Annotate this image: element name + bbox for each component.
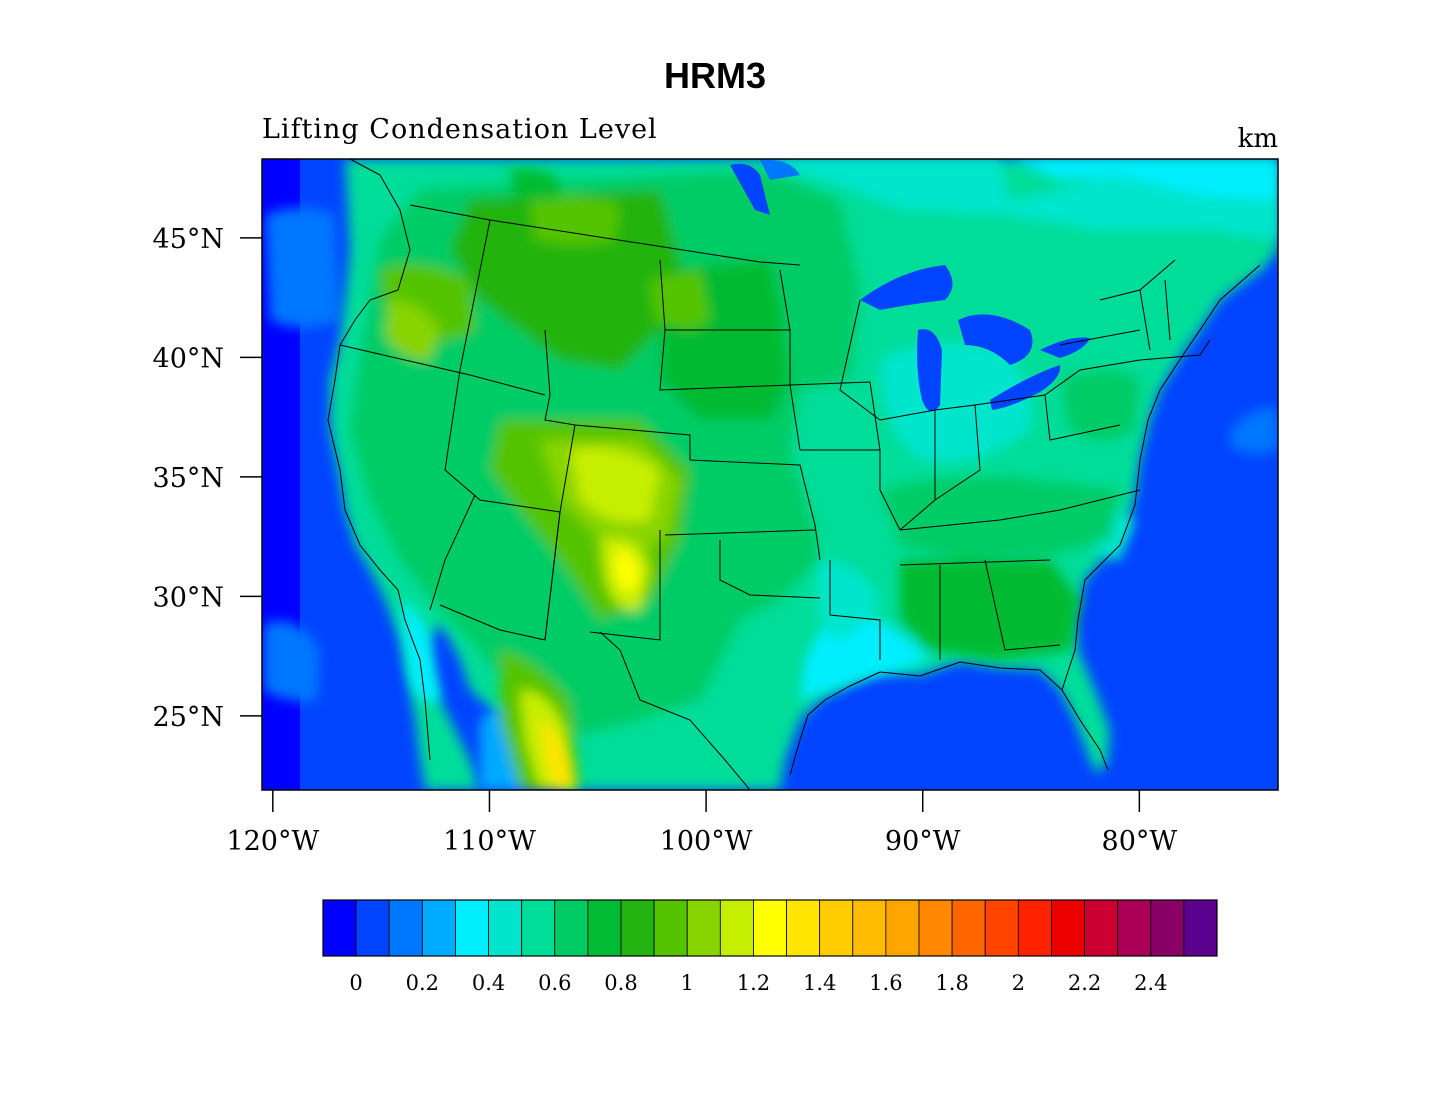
colorbar-swatch xyxy=(819,899,854,957)
colorbar-label: 1.6 xyxy=(869,971,902,995)
colorbar-swatch xyxy=(1051,899,1085,957)
pacific-shelf xyxy=(265,207,340,328)
colorbar-swatch xyxy=(852,899,887,957)
colorbar-swatch xyxy=(1017,899,1052,957)
atlantic-warm-patch xyxy=(1230,407,1278,454)
colorbar-swatch xyxy=(488,899,523,957)
colorbar-swatch xyxy=(885,899,920,957)
colorbar-swatch xyxy=(554,899,589,957)
longitude-axis: 120°W 110°W 100°W 90°W 80°W xyxy=(226,790,1177,857)
variable-name: Lifting Condensation Level xyxy=(262,114,658,145)
colorbar-swatch xyxy=(918,899,953,957)
colorbar-label: 2.4 xyxy=(1134,971,1167,995)
colorbar-swatch xyxy=(322,899,357,957)
colorbar-swatch xyxy=(388,899,423,957)
colorbar-swatch xyxy=(1150,899,1185,957)
colorbar-label: 1.8 xyxy=(935,971,968,995)
colorbar-swatch xyxy=(753,899,787,957)
colorbar-swatch xyxy=(521,899,556,957)
lon-tick-label: 90°W xyxy=(885,826,961,857)
colorbar-swatch xyxy=(421,899,456,957)
colorbar-swatch xyxy=(1183,899,1218,957)
colorbar-label: 0.4 xyxy=(472,971,505,995)
lcl-field xyxy=(262,159,1278,790)
colorbar-swatch xyxy=(455,899,489,957)
pacific-shelf-south xyxy=(263,620,320,702)
colorbar-swatch xyxy=(719,899,754,957)
lat-tick-label: 40°N xyxy=(153,343,224,374)
colorbar-swatch xyxy=(620,899,655,957)
map-frame xyxy=(261,158,1279,791)
figure-title: HRM3 xyxy=(663,55,766,96)
colorbar-label: 1.4 xyxy=(803,971,836,995)
great-lakes xyxy=(730,159,1090,412)
latitude-axis: 45°N 40°N 35°N 30°N 25°N xyxy=(153,224,262,733)
lon-tick-label: 80°W xyxy=(1102,826,1178,857)
colorbar-label: 0 xyxy=(349,971,362,995)
colorbar-swatch xyxy=(786,899,821,957)
lat-tick-label: 25°N xyxy=(153,702,224,733)
lon-tick-label: 100°W xyxy=(660,826,753,857)
colorbar-label: 1 xyxy=(681,971,694,995)
units-label: km xyxy=(1237,124,1278,154)
lat-tick-label: 45°N xyxy=(153,224,224,255)
boundaries xyxy=(327,159,1261,790)
colorbar-label: 0.2 xyxy=(406,971,439,995)
colorbar-swatch xyxy=(1084,899,1119,957)
colorbar-frame xyxy=(322,899,1218,957)
colorbar-swatch xyxy=(686,899,721,957)
lon-tick-label: 120°W xyxy=(226,826,319,857)
colorbar-swatch xyxy=(1117,899,1152,957)
colorbar-swatch xyxy=(587,899,622,957)
lat-tick-label: 30°N xyxy=(153,582,224,613)
colorbar: 0 0.2 0.4 0.6 0.8 1 1.2 1.4 1.6 1.8 2 2.2 2.4 xyxy=(322,899,1218,995)
colorbar-label: 0.6 xyxy=(538,971,571,995)
colorbar-swatch xyxy=(951,899,986,957)
colorbar-swatch xyxy=(984,899,1019,957)
colorbar-label: 2.2 xyxy=(1068,971,1101,995)
colorbar-swatch xyxy=(355,899,390,957)
colorbar-swatch xyxy=(653,899,688,957)
lon-tick-label: 110°W xyxy=(443,826,536,857)
lat-tick-label: 35°N xyxy=(153,463,224,494)
colorbar-label: 2 xyxy=(1012,971,1025,995)
colorbar-label: 1.2 xyxy=(737,971,770,995)
colorbar-label: 0.8 xyxy=(604,971,637,995)
